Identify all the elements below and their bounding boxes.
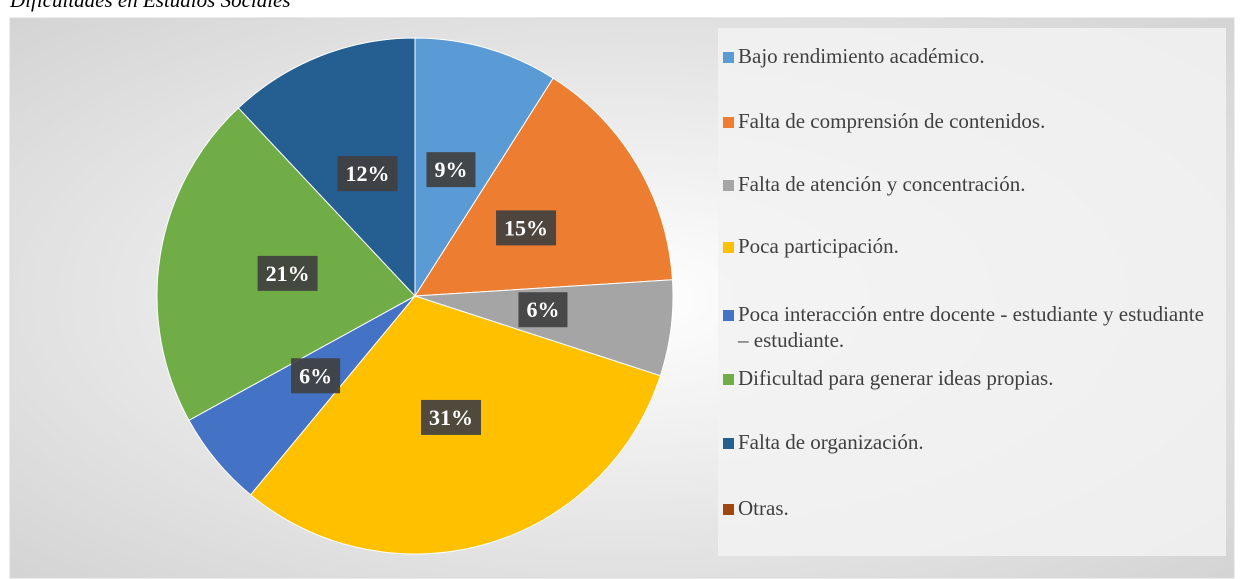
legend-box [718,28,1226,556]
legend-label: Falta de comprensión de contenidos. [738,109,1045,133]
chart-title: Dificultades en Estudios Sociales [9,0,291,12]
data-label-box [518,292,568,328]
data-label: 15% [504,215,548,240]
legend-marker [723,52,734,63]
legend-marker [723,117,734,128]
legend-label: Dificultad para generar ideas propias. [738,366,1053,390]
data-label-box [426,152,476,188]
legend-label: Poca participación. [738,234,899,258]
legend-marker [723,504,734,515]
data-label: 21% [266,261,310,286]
legend-marker [723,310,734,321]
data-label: 31% [429,405,473,430]
data-label-box [257,255,318,291]
data-label-box [420,399,481,435]
data-label-box [291,358,341,394]
legend-label: Bajo rendimiento académico. [738,44,985,68]
legend-marker [723,180,734,191]
legend-marker [723,374,734,385]
data-label-box [496,210,557,246]
data-label-box [337,156,398,192]
pie-slice [414,77,674,297]
data-label: 12% [346,161,390,186]
legend-line: – estudiante. [737,328,844,352]
data-label: 6% [299,363,332,388]
legend-label: Falta de atención y concentración. [738,172,1025,196]
pie-slice [414,37,554,298]
legend-marker [723,242,734,253]
data-label: 9% [434,157,467,182]
legend-marker [723,438,734,449]
legend-label: Falta de organización. [738,430,924,454]
data-label: 6% [526,297,559,322]
legend-line: Poca interacción entre docente - estudia… [738,302,1204,326]
pie-slice [237,37,416,298]
legend-label: Otras. [738,496,789,520]
legend-label: Poca interacción entre docente - estudia… [737,302,1204,352]
